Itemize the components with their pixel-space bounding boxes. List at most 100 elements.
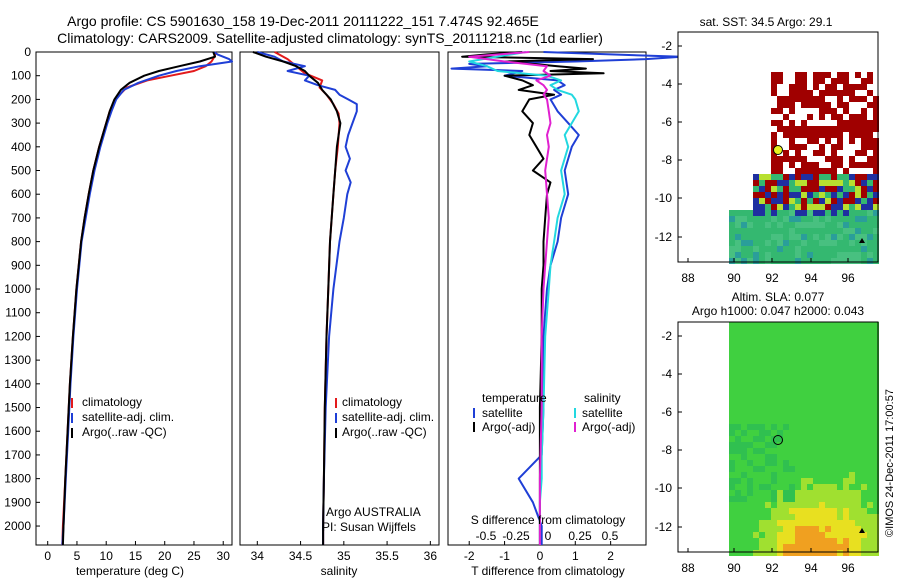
legend-label-s-satellite: satellite	[582, 406, 623, 420]
sla-cell	[789, 484, 795, 490]
sla-cell	[849, 514, 855, 520]
sla-cell	[843, 526, 849, 532]
sla-cell	[831, 376, 837, 382]
sst-cell	[867, 162, 873, 168]
sst-cell	[825, 246, 831, 252]
sla-cell	[801, 418, 807, 424]
difference-legend: temperature salinity satellite Argo(-adj…	[473, 391, 635, 434]
sla-cell	[855, 382, 861, 388]
sla-cell	[789, 430, 795, 436]
sla-cell	[747, 406, 753, 412]
sla-cell	[813, 466, 819, 472]
sla-cell	[735, 346, 741, 352]
sst-cell	[765, 174, 771, 180]
sla-cell	[747, 508, 753, 514]
sla-cell	[843, 538, 849, 544]
sla-cell	[831, 424, 837, 430]
sla-cell	[855, 502, 861, 508]
sla-cell	[795, 460, 801, 466]
sst-cell	[819, 216, 825, 222]
sst-cell	[831, 168, 837, 174]
legend-title-salinity: salinity	[584, 391, 621, 405]
sla-cell	[777, 514, 783, 520]
sla-cell	[795, 334, 801, 340]
sst-cell	[849, 204, 855, 210]
sla-cell	[777, 550, 783, 556]
sla-cell	[795, 526, 801, 532]
sst-cell	[819, 132, 825, 138]
sst-cell	[777, 174, 783, 180]
sla-cell	[861, 526, 867, 532]
sla-cell	[765, 472, 771, 478]
sla-cell	[783, 430, 789, 436]
sst-cell	[873, 156, 879, 162]
sst-cell	[795, 72, 801, 78]
sla-cell	[771, 340, 777, 346]
sla-cell	[735, 502, 741, 508]
sla-cell	[819, 526, 825, 532]
sla-cell	[867, 448, 873, 454]
sla-cell	[807, 454, 813, 460]
sst-cell	[813, 210, 819, 216]
sla-cell	[747, 436, 753, 442]
sst-cell	[735, 258, 741, 264]
pi-name-label: PI: Susan Wijffels	[322, 520, 416, 534]
sst-cell	[783, 216, 789, 222]
sla-cell	[819, 478, 825, 484]
sla-cell	[861, 496, 867, 502]
sst-cell	[867, 126, 873, 132]
sla-cell	[861, 442, 867, 448]
sla-cell	[855, 346, 861, 352]
sla-cell	[843, 358, 849, 364]
sla-cell	[729, 508, 735, 514]
sla-cell	[849, 334, 855, 340]
sla-cell	[765, 544, 771, 550]
sla-cell	[873, 406, 879, 412]
sst-cell	[765, 180, 771, 186]
sla-cell	[729, 352, 735, 358]
sst-cell	[831, 246, 837, 252]
sst-cell	[843, 222, 849, 228]
sst-cell	[753, 180, 759, 186]
sla-cell	[729, 328, 735, 334]
sla-cell	[807, 466, 813, 472]
figure-title-line2: Climatology: CARS2009. Satellite-adjuste…	[57, 30, 603, 46]
sla-cell	[753, 430, 759, 436]
sla-cell	[729, 334, 735, 340]
sst-cell	[855, 252, 861, 258]
sst-cell	[795, 132, 801, 138]
depth-tick-label: 0	[24, 45, 31, 59]
sla-cell	[771, 328, 777, 334]
sla-cell	[729, 472, 735, 478]
sla-cell	[849, 520, 855, 526]
sst-cell	[771, 210, 777, 216]
sla-cell	[747, 460, 753, 466]
map-y-tick-label: -4	[661, 367, 672, 381]
sst-cell	[801, 240, 807, 246]
sla-cell	[807, 346, 813, 352]
map-x-tick-label: 96	[841, 561, 855, 575]
sst-cell	[825, 198, 831, 204]
sst-cell	[855, 216, 861, 222]
sla-cell	[843, 484, 849, 490]
sst-cell	[807, 186, 813, 192]
sla-cell	[855, 394, 861, 400]
sla-cell	[753, 448, 759, 454]
legend-label-argo: Argo(..raw -QC)	[82, 425, 167, 439]
sla-cell	[855, 334, 861, 340]
sla-cell	[753, 514, 759, 520]
sla-cell	[819, 328, 825, 334]
sla-cell	[759, 430, 765, 436]
sla-cell	[849, 484, 855, 490]
sst-cell	[789, 246, 795, 252]
sla-cell	[843, 502, 849, 508]
sla-cell	[801, 328, 807, 334]
sla-cell	[819, 418, 825, 424]
sla-cell	[849, 340, 855, 346]
sla-cell	[777, 334, 783, 340]
sla-cell	[801, 346, 807, 352]
sla-cell	[759, 328, 765, 334]
sla-cell	[855, 340, 861, 346]
sst-cell	[813, 150, 819, 156]
sla-cell	[735, 520, 741, 526]
